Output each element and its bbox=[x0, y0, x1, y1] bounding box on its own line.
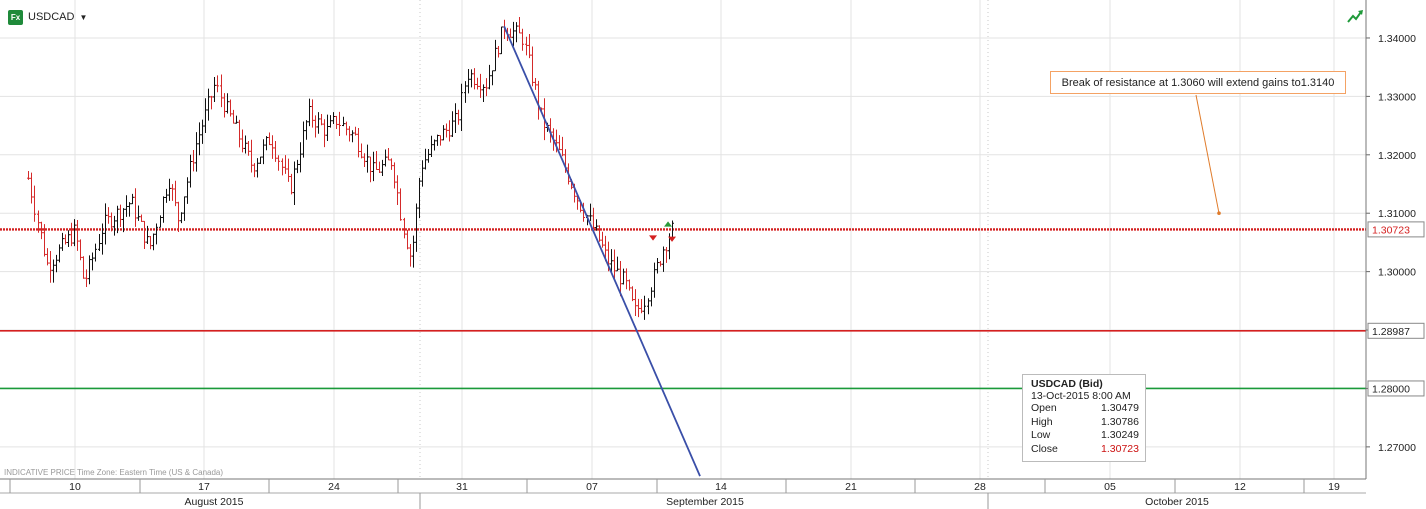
symbol-label[interactable]: USDCAD bbox=[28, 11, 75, 23]
sell-marker bbox=[649, 235, 658, 241]
x-tick-label: 28 bbox=[974, 481, 986, 493]
x-axis-background bbox=[0, 479, 1366, 509]
annotation-arrow-head bbox=[1217, 211, 1221, 216]
x-tick-label: 07 bbox=[586, 481, 598, 493]
trade-markers bbox=[649, 221, 677, 242]
chart-header[interactable]: Fx USDCAD ▼ bbox=[8, 8, 87, 26]
x-axis: 10 17 24 31 07 14 21 28 05 12 19 August 2015 Septemb… bbox=[0, 478, 1366, 509]
tooltip-value: 1.30723 bbox=[1101, 442, 1139, 455]
x-tick-label: 24 bbox=[328, 481, 340, 493]
tooltip-value: 1.30786 bbox=[1101, 415, 1139, 428]
y-tick-label: 1.31000 bbox=[1378, 208, 1416, 220]
tooltip-title: USDCAD (Bid) bbox=[1031, 378, 1103, 390]
trend-up-icon[interactable] bbox=[1346, 8, 1364, 24]
y-axis: 1.340001.330001.320001.310001.300001.290… bbox=[1365, 0, 1425, 479]
trendline bbox=[503, 25, 701, 477]
tooltip-label: Open bbox=[1031, 402, 1057, 414]
tooltip-label: High bbox=[1031, 415, 1053, 428]
level-label: 1.28987 bbox=[1372, 326, 1410, 338]
candlestick-series bbox=[27, 17, 674, 320]
buy-marker bbox=[664, 221, 673, 227]
y-tick-label: 1.27000 bbox=[1378, 442, 1416, 454]
level-label: 1.28000 bbox=[1372, 383, 1410, 395]
x-tick-label: 21 bbox=[845, 481, 857, 493]
sell-marker bbox=[668, 236, 677, 242]
y-tick-label: 1.33000 bbox=[1378, 91, 1416, 103]
level-label-box bbox=[1367, 221, 1425, 238]
ohlc-tooltip: USDCAD (Bid) 13-Oct-2015 8:00 AM Open 1.3… bbox=[1022, 374, 1146, 462]
month-label: August 2015 bbox=[185, 496, 244, 508]
disclaimer-text: INDICATIVE PRICE Time Zone: Eastern Time… bbox=[4, 468, 224, 477]
x-tick-label: 12 bbox=[1234, 481, 1246, 493]
trendline-group bbox=[503, 25, 1221, 477]
x-tick-label: 31 bbox=[456, 481, 468, 493]
tooltip-row-close: Close 1.30723 bbox=[1031, 443, 1139, 457]
x-tick-label: 17 bbox=[198, 481, 210, 493]
tooltip-label: Close bbox=[1031, 442, 1058, 455]
level-label-box bbox=[1367, 380, 1425, 397]
x-tick-label: 14 bbox=[715, 481, 727, 493]
caret-down-icon[interactable]: ▼ bbox=[79, 12, 88, 22]
y-tick-label: 1.34000 bbox=[1378, 33, 1416, 45]
tooltip-datetime: 13-Oct-2015 8:00 AM bbox=[1031, 390, 1131, 402]
level-label: 1.30723 bbox=[1372, 224, 1410, 236]
tooltip-row-high: High 1.30786 bbox=[1031, 416, 1139, 430]
level-label-box bbox=[1367, 322, 1425, 339]
tooltip-row-low: Low 1.30249 bbox=[1031, 429, 1139, 443]
y-tick-label: 1.32000 bbox=[1378, 150, 1416, 162]
x-tick-label: 10 bbox=[69, 481, 81, 493]
x-tick-label: 05 bbox=[1104, 481, 1116, 493]
month-label: September 2015 bbox=[666, 496, 744, 508]
tooltip-label: Low bbox=[1031, 429, 1051, 441]
tooltip-row-open: Open 1.30479 bbox=[1031, 402, 1139, 416]
fx-icon: Fx bbox=[8, 9, 23, 25]
tooltip-value: 1.30249 bbox=[1101, 429, 1139, 441]
x-tick-label: 19 bbox=[1328, 481, 1340, 493]
month-label: October 2015 bbox=[1145, 496, 1209, 508]
y-tick-label: 1.30000 bbox=[1378, 267, 1416, 279]
annotation-box: Break of resistance at 1.3060 will exten… bbox=[1050, 71, 1346, 94]
tooltip-value: 1.30479 bbox=[1101, 402, 1139, 414]
annotation-arrow bbox=[1195, 94, 1220, 214]
